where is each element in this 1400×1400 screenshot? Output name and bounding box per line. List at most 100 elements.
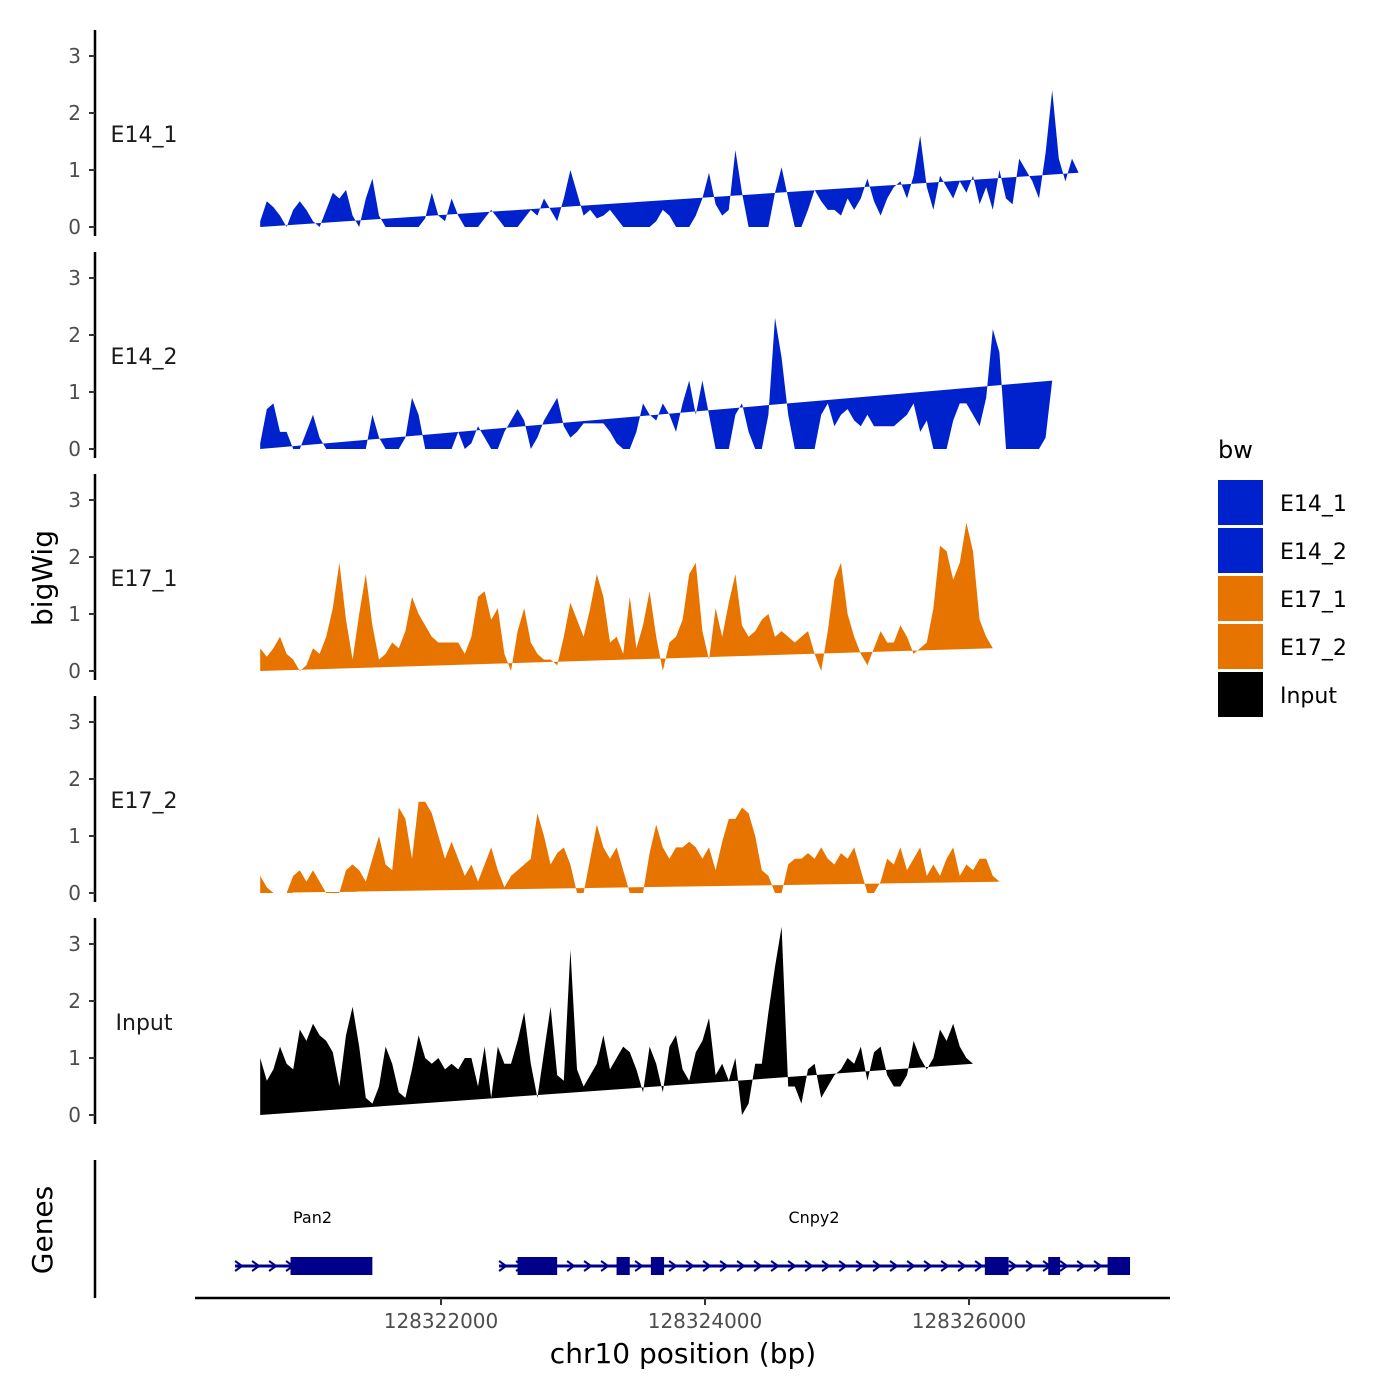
y-tick-label: 2 — [68, 767, 81, 791]
strand-arrow — [906, 1260, 916, 1272]
legend-item-e14-2: E14_2 — [1218, 528, 1347, 573]
strand-arrow — [600, 1260, 610, 1272]
y-axis-title: bigWig — [26, 530, 59, 626]
area-input — [260, 926, 973, 1115]
strand-arrow — [685, 1260, 695, 1272]
track-e17-2: 0 1 2 3 E17_2 — [68, 696, 1006, 905]
y-tick-label: 2 — [68, 545, 81, 569]
strand-arrow — [736, 1260, 746, 1272]
strand-arrow — [634, 1260, 644, 1272]
exon — [517, 1257, 558, 1275]
x-tick-label: 128324000 — [648, 1309, 763, 1333]
x-tick-label: 128326000 — [912, 1309, 1027, 1333]
strand-arrow — [821, 1260, 831, 1272]
track-input: 0 1 2 3 Input — [68, 918, 973, 1127]
y-tick-label: 1 — [68, 158, 81, 182]
strand-arrow — [702, 1260, 712, 1272]
track-e14-1: 0 1 2 3 E14_1 — [68, 30, 1079, 239]
strand-arrow — [668, 1260, 678, 1272]
legend-swatch — [1218, 672, 1263, 717]
strand-arrow — [1008, 1260, 1018, 1272]
strand-arrow — [974, 1260, 984, 1272]
strand-arrow — [268, 1260, 278, 1272]
strand-arrow — [889, 1260, 899, 1272]
y-tick-label: 1 — [68, 824, 81, 848]
legend-item-e14-1: E14_1 — [1218, 480, 1347, 525]
strand-arrow — [753, 1260, 763, 1272]
y-tick-label: 0 — [68, 881, 81, 905]
strand-arrow — [566, 1260, 576, 1272]
gene-cnpy2: Cnpy2 — [498, 1208, 1131, 1275]
exon — [1107, 1257, 1131, 1275]
strand-arrow — [498, 1260, 508, 1272]
y-tick-label: 3 — [68, 266, 81, 290]
y-tick-label: 3 — [68, 44, 81, 68]
gene-label: Pan2 — [293, 1208, 332, 1227]
legend-swatch — [1218, 528, 1263, 573]
y-tick-label: 3 — [68, 488, 81, 512]
y-tick-label: 2 — [68, 323, 81, 347]
track-e14-2: 0 1 2 3 E14_2 — [68, 252, 1053, 461]
legend-label: E14_2 — [1280, 540, 1347, 565]
strand-arrow — [872, 1260, 882, 1272]
gene-pan2: Pan2 — [234, 1208, 373, 1275]
legend-item-e17-1: E17_1 — [1218, 576, 1347, 621]
track-label: E17_2 — [111, 789, 178, 814]
x-axis: 128322000 128324000 128326000 — [195, 1296, 1170, 1333]
legend-label: Input — [1280, 684, 1337, 709]
strand-arrow — [855, 1260, 865, 1272]
legend-label: E14_1 — [1280, 492, 1347, 517]
gene-label: Cnpy2 — [788, 1208, 839, 1227]
area-e14-1 — [260, 90, 1079, 227]
strand-arrow — [251, 1260, 261, 1272]
y-tick-label: 0 — [68, 437, 81, 461]
strand-arrow — [1059, 1260, 1069, 1272]
track-label: E14_2 — [111, 345, 178, 370]
tracks-layer: 0 1 2 3 E14_1 0 1 2 3 E14_2 0 1 2 3 E17_1 0 1 2 3 E17_2 0 1 2 3… — [68, 30, 1079, 1127]
track-label: Input — [116, 1011, 173, 1036]
strand-arrow — [719, 1260, 729, 1272]
y-tick-label: 1 — [68, 1046, 81, 1070]
genes-layer: Pan2 Cnpy2 — [93, 1160, 1131, 1298]
strand-arrow — [1076, 1260, 1086, 1272]
legend-item-input: Input — [1218, 672, 1337, 717]
x-tick-label: 128322000 — [384, 1309, 499, 1333]
legend-swatch — [1218, 624, 1263, 669]
x-axis-title: chr10 position (bp) — [550, 1337, 816, 1370]
strand-arrow — [804, 1260, 814, 1272]
strand-arrow — [957, 1260, 967, 1272]
strand-arrow — [838, 1260, 848, 1272]
y-tick-label: 3 — [68, 710, 81, 734]
y-tick-label: 1 — [68, 380, 81, 404]
legend-label: E17_1 — [1280, 588, 1347, 613]
legend-swatch — [1218, 480, 1263, 525]
exon — [616, 1257, 630, 1275]
strand-arrow — [923, 1260, 933, 1272]
strand-arrow — [583, 1260, 593, 1272]
y-tick-label: 2 — [68, 989, 81, 1013]
area-e17-1 — [260, 522, 993, 671]
exon — [1048, 1257, 1061, 1275]
area-e17-2 — [260, 801, 1006, 893]
y-tick-label: 0 — [68, 215, 81, 239]
exon — [650, 1257, 665, 1275]
legend: bw E14_1 E14_2 E17_1 E17_2 Input — [1218, 436, 1347, 717]
strand-arrow — [1025, 1260, 1035, 1272]
track-label: E14_1 — [111, 123, 178, 148]
legend-swatch — [1218, 576, 1263, 621]
strand-arrow — [234, 1260, 244, 1272]
legend-title: bw — [1218, 436, 1253, 464]
y-tick-label: 1 — [68, 602, 81, 626]
track-label: E17_1 — [111, 567, 178, 592]
genes-track-title: Genes — [26, 1186, 59, 1274]
y-tick-label: 2 — [68, 101, 81, 125]
strand-arrow — [770, 1260, 780, 1272]
strand-arrow — [1093, 1260, 1103, 1272]
y-tick-label: 3 — [68, 932, 81, 956]
exon — [984, 1257, 1009, 1275]
strand-arrow — [940, 1260, 950, 1272]
y-tick-label: 0 — [68, 659, 81, 683]
exon — [290, 1257, 373, 1275]
legend-item-e17-2: E17_2 — [1218, 624, 1347, 669]
strand-arrow — [787, 1260, 797, 1272]
